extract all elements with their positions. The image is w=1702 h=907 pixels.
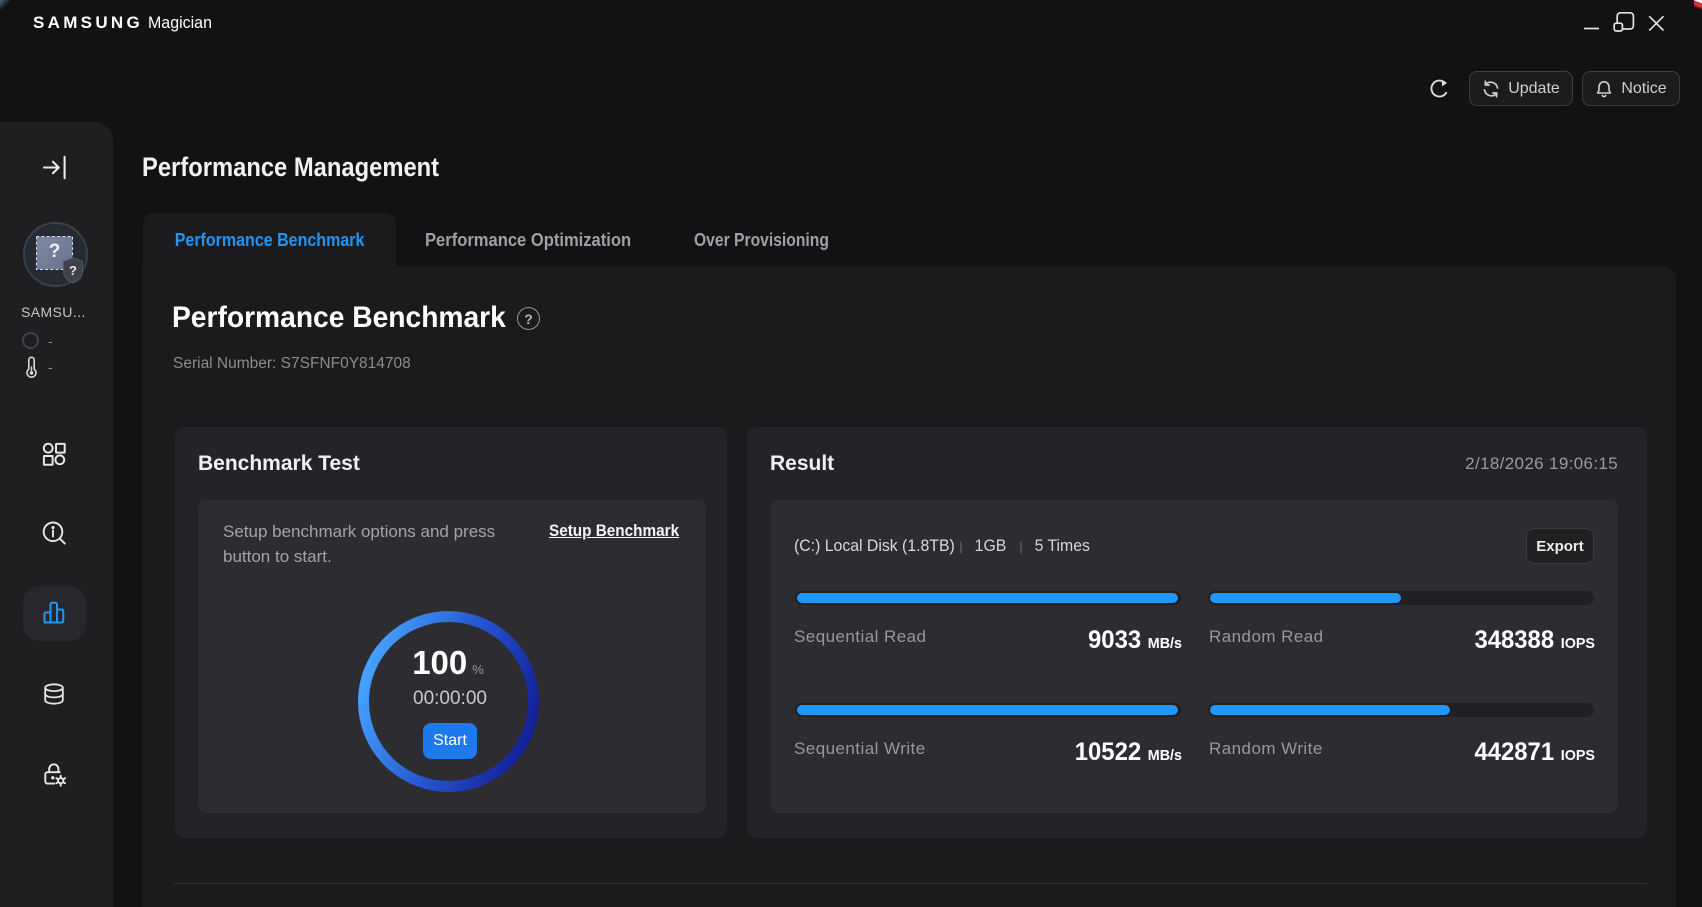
- svg-text:?: ?: [49, 241, 61, 262]
- svg-text:?: ?: [69, 263, 77, 278]
